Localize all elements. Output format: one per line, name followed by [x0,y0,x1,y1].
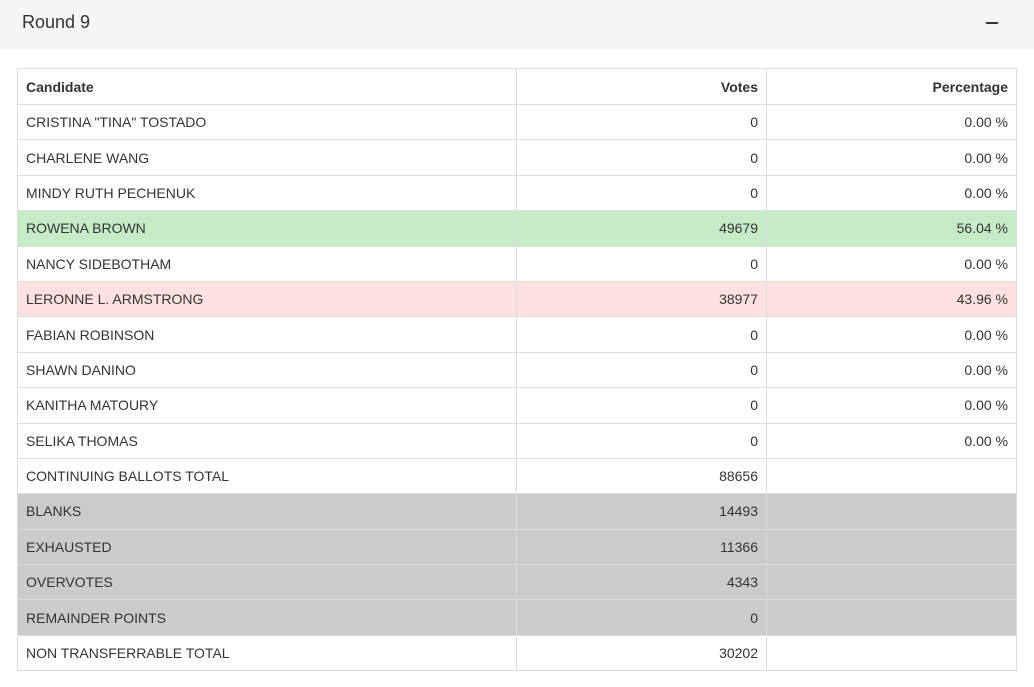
non-transferable-row: EXHAUSTED 11366 [17,528,1017,566]
candidate-name: CRISTINA "TINA" TOSTADO [17,103,517,141]
non-transferable-row: REMAINDER POINTS 0 [17,599,1017,636]
non-transferable-total-label: NON TRANSFERRABLE TOTAL [17,634,517,672]
candidate-votes: 0 [516,316,767,353]
candidate-votes: 0 [516,103,767,141]
candidate-votes: 0 [516,387,767,424]
table-row: SHAWN DANINO 0 0.00 % [17,351,1017,389]
round-title: Round 9 [22,12,91,32]
candidate-percentage: 0.00 % [766,351,1017,389]
continuing-total-percentage [766,457,1017,495]
candidate-name: NANCY SIDEBOTHAM [17,245,517,282]
header-votes: Votes [516,68,767,105]
candidate-name: SELIKA THOMAS [17,422,517,459]
non-transferable-total-row: NON TRANSFERRABLE TOTAL 30202 [17,634,1017,672]
candidate-votes: 38977 [516,280,767,318]
non-transferable-label: BLANKS [17,493,517,530]
table-row-elected: ROWENA BROWN 49679 56.04 % [17,210,1017,247]
non-transferable-total-votes: 30202 [516,634,767,672]
non-transferable-votes: 11366 [516,528,767,566]
candidate-name: ROWENA BROWN [17,210,517,247]
candidate-votes: 0 [516,351,767,389]
non-transferable-row: BLANKS 14493 [17,493,1017,530]
table-row-defeated: LERONNE L. ARMSTRONG 38977 43.96 % [17,280,1017,318]
candidate-votes: 0 [516,139,767,176]
candidate-name: SHAWN DANINO [17,351,517,389]
candidate-percentage: 0.00 % [766,139,1017,176]
candidate-name: KANITHA MATOURY [17,387,517,424]
non-transferable-percentage [766,599,1017,636]
candidate-votes: 0 [516,422,767,459]
candidate-percentage: 0.00 % [766,387,1017,424]
continuing-total-row: CONTINUING BALLOTS TOTAL 88656 [17,457,1017,495]
non-transferable-total-percentage [766,634,1017,672]
header-percentage: Percentage [766,68,1017,105]
continuing-total-label: CONTINUING BALLOTS TOTAL [17,457,517,495]
table-row: CHARLENE WANG 0 0.00 % [17,139,1017,176]
table-row: NANCY SIDEBOTHAM 0 0.00 % [17,245,1017,282]
non-transferable-votes: 0 [516,599,767,636]
candidate-percentage: 43.96 % [766,280,1017,318]
candidate-percentage: 0.00 % [766,422,1017,459]
non-transferable-row: OVERVOTES 4343 [17,564,1017,601]
table-header-row: Candidate Votes Percentage [17,68,1017,105]
header-candidate: Candidate [17,68,517,105]
candidate-votes: 0 [516,245,767,282]
candidate-percentage: 0.00 % [766,174,1017,212]
round-results-table: Candidate Votes Percentage CRISTINA "TIN… [17,68,1017,672]
non-transferable-label: EXHAUSTED [17,528,517,566]
candidate-percentage: 0.00 % [766,245,1017,282]
candidate-votes: 49679 [516,210,767,247]
minus-icon [986,22,998,24]
non-transferable-votes: 14493 [516,493,767,530]
candidate-name: FABIAN ROBINSON [17,316,517,353]
round-header[interactable]: Round 9 [0,0,1034,49]
candidate-percentage: 0.00 % [766,103,1017,141]
table-row: FABIAN ROBINSON 0 0.00 % [17,316,1017,353]
non-transferable-percentage [766,493,1017,530]
non-transferable-votes: 4343 [516,564,767,601]
candidate-name: CHARLENE WANG [17,139,517,176]
candidate-name: LERONNE L. ARMSTRONG [17,280,517,318]
non-transferable-label: REMAINDER POINTS [17,599,517,636]
table-row: KANITHA MATOURY 0 0.00 % [17,387,1017,424]
table-row: MINDY RUTH PECHENUK 0 0.00 % [17,174,1017,212]
continuing-total-votes: 88656 [516,457,767,495]
candidate-name: MINDY RUTH PECHENUK [17,174,517,212]
non-transferable-label: OVERVOTES [17,564,517,601]
candidate-percentage: 0.00 % [766,316,1017,353]
candidate-percentage: 56.04 % [766,210,1017,247]
table-row: SELIKA THOMAS 0 0.00 % [17,422,1017,459]
non-transferable-percentage [766,564,1017,601]
candidate-votes: 0 [516,174,767,212]
collapse-button[interactable] [980,10,1004,36]
table-row: CRISTINA "TINA" TOSTADO 0 0.00 % [17,103,1017,141]
non-transferable-percentage [766,528,1017,566]
